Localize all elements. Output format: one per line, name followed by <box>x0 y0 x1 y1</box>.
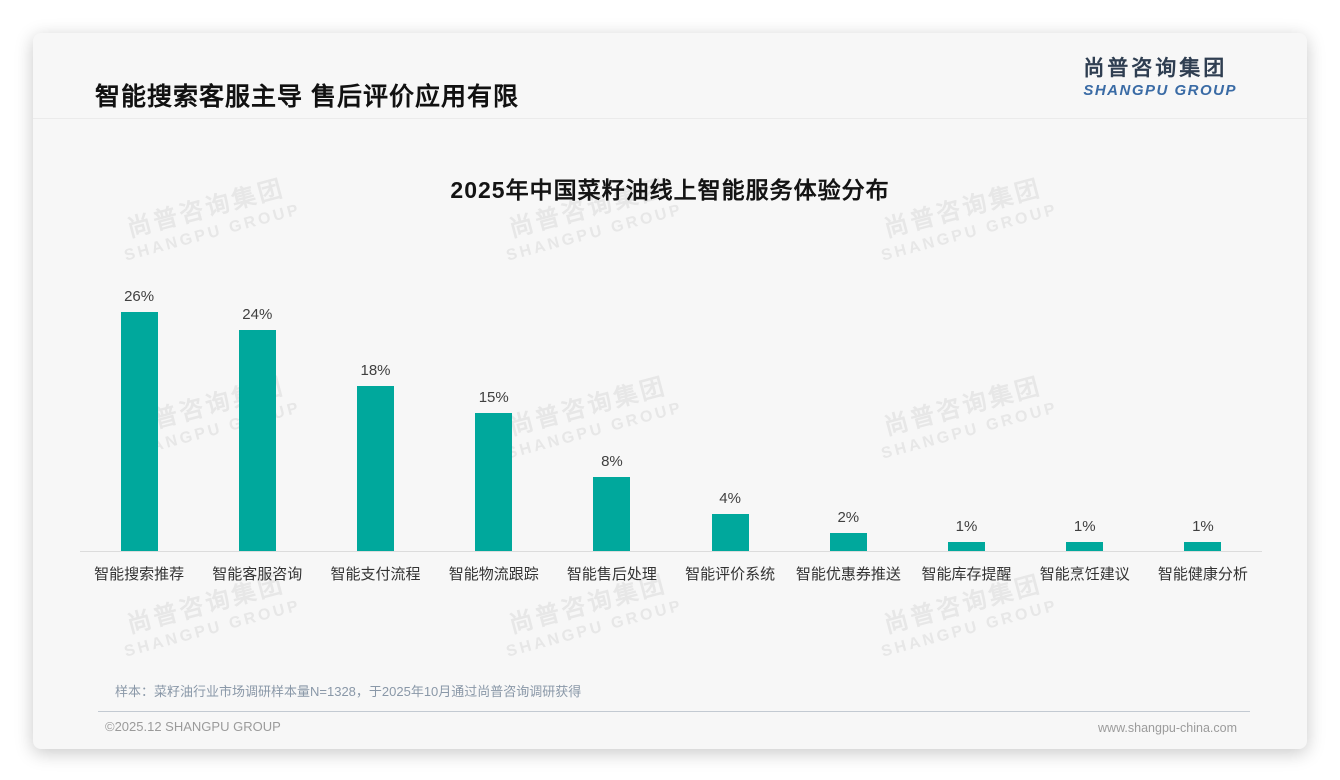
footer-copyright: ©2025.12 SHANGPU GROUP <box>105 719 281 734</box>
x-axis-label: 智能客服咨询 <box>212 566 303 583</box>
bar-plot: 26% 24% 18% 15% 8% 4% 2% 1% 1% 1% <box>80 262 1262 552</box>
bar-value-label: 24% <box>242 306 273 323</box>
x-axis-label: 智能健康分析 <box>1157 566 1248 583</box>
bar-value-label: 1% <box>1192 518 1214 535</box>
bar <box>120 312 158 551</box>
x-axis-label: 智能物流跟踪 <box>448 566 539 583</box>
x-axis-label: 智能库存提醒 <box>921 566 1012 583</box>
bar-value-label: 1% <box>1073 518 1096 535</box>
footer-divider <box>98 711 1250 712</box>
x-axis-label: 智能支付流程 <box>330 566 421 583</box>
bar-value-label: 26% <box>124 288 155 305</box>
bar-column: 1% <box>1144 518 1262 551</box>
logo-english-text: SHANGPU GROUP <box>1083 82 1237 99</box>
bar-column: 2% <box>789 509 907 551</box>
page-title: 智能搜索客服主导 售后评价应用有限 <box>95 83 519 111</box>
logo-chinese-text: 尚普咨询集团 <box>1083 57 1228 80</box>
bar <box>475 413 513 551</box>
bar-column: 8% <box>553 453 671 551</box>
footer-website: www.shangpu-china.com <box>1098 721 1237 735</box>
bar-column: 1% <box>907 518 1025 551</box>
bar-column: 15% <box>435 389 553 551</box>
chart-title: 2025年中国菜籽油线上智能服务体验分布 <box>450 177 890 203</box>
bar-column: 26% <box>80 288 198 551</box>
bar-value-label: 4% <box>719 490 741 507</box>
bar <box>593 477 631 551</box>
bar <box>948 542 986 551</box>
bar-value-label: 15% <box>478 389 509 406</box>
bar <box>1184 542 1222 551</box>
bar-column: 18% <box>316 362 434 551</box>
x-axis-label: 智能烹饪建议 <box>1039 566 1130 583</box>
bar <box>829 533 867 551</box>
x-axis-label: 智能评价系统 <box>685 566 776 583</box>
bar <box>1066 542 1104 551</box>
bar-value-label: 18% <box>360 362 391 379</box>
bar-column: 4% <box>671 490 789 551</box>
x-axis-label: 智能搜索推荐 <box>94 566 185 583</box>
bar-column: 1% <box>1026 518 1144 551</box>
header-divider <box>33 118 1307 119</box>
bar-value-label: 1% <box>955 518 978 535</box>
x-axis-label: 智能售后处理 <box>566 566 657 583</box>
sample-note: 样本：菜籽油行业市场调研样本量N=1328，于2025年10月通过尚普咨询调研获… <box>115 684 582 699</box>
bar <box>357 386 394 551</box>
bar-value-label: 8% <box>601 453 623 470</box>
bar-column: 24% <box>198 306 316 551</box>
bar <box>711 514 749 551</box>
x-axis-labels: 智能搜索推荐 智能客服咨询 智能支付流程 智能物流跟踪 智能售后处理 智能评价系统 智能优惠… <box>80 563 1262 584</box>
x-axis-label: 智能优惠券推送 <box>795 566 901 583</box>
bar-value-label: 2% <box>837 509 860 526</box>
slide-card: 智能搜索客服主导 售后评价应用有限 尚普咨询集团 SHANGPU GROUP 尚… <box>33 33 1307 749</box>
company-logo: 尚普咨询集团 SHANGPU GROUP <box>1083 55 1237 100</box>
bar <box>238 330 276 551</box>
